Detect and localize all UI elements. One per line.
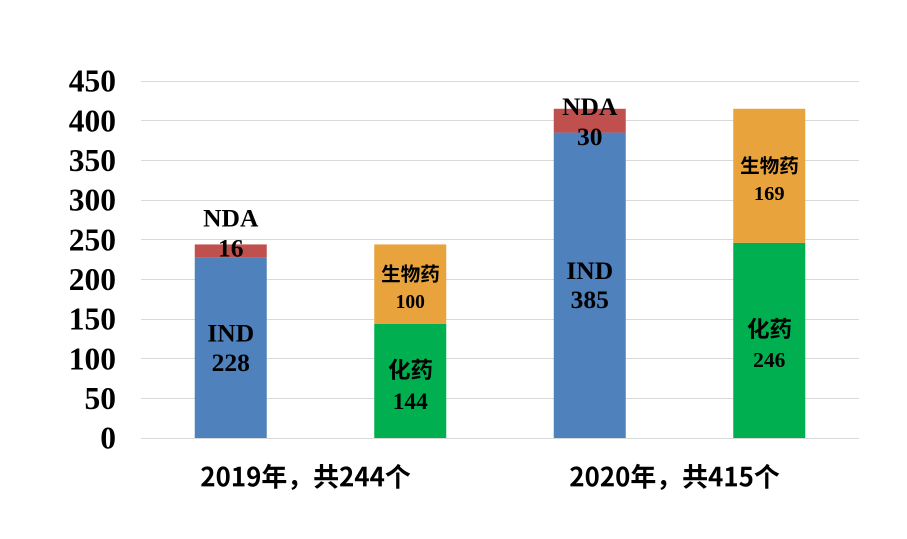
svg-text:150: 150 — [69, 302, 116, 337]
svg-text:0: 0 — [100, 421, 116, 456]
svg-text:NDA: NDA — [562, 92, 618, 121]
svg-text:250: 250 — [69, 222, 116, 257]
svg-text:200: 200 — [69, 262, 116, 297]
svg-text:350: 350 — [69, 143, 116, 178]
svg-text:100: 100 — [396, 292, 425, 313]
svg-text:30: 30 — [577, 122, 603, 151]
svg-text:IND: IND — [566, 256, 613, 285]
svg-text:228: 228 — [212, 348, 250, 377]
svg-text:144: 144 — [393, 389, 428, 415]
svg-text:NDA: NDA — [203, 203, 259, 232]
svg-text:16: 16 — [218, 234, 244, 263]
svg-text:450: 450 — [69, 64, 116, 99]
svg-text:169: 169 — [754, 183, 785, 205]
svg-text:246: 246 — [753, 348, 786, 372]
svg-text:100: 100 — [69, 341, 116, 376]
svg-text:IND: IND — [207, 319, 254, 348]
svg-text:50: 50 — [85, 381, 117, 416]
svg-text:400: 400 — [69, 103, 116, 138]
svg-text:300: 300 — [69, 183, 116, 218]
svg-text:385: 385 — [571, 285, 609, 314]
